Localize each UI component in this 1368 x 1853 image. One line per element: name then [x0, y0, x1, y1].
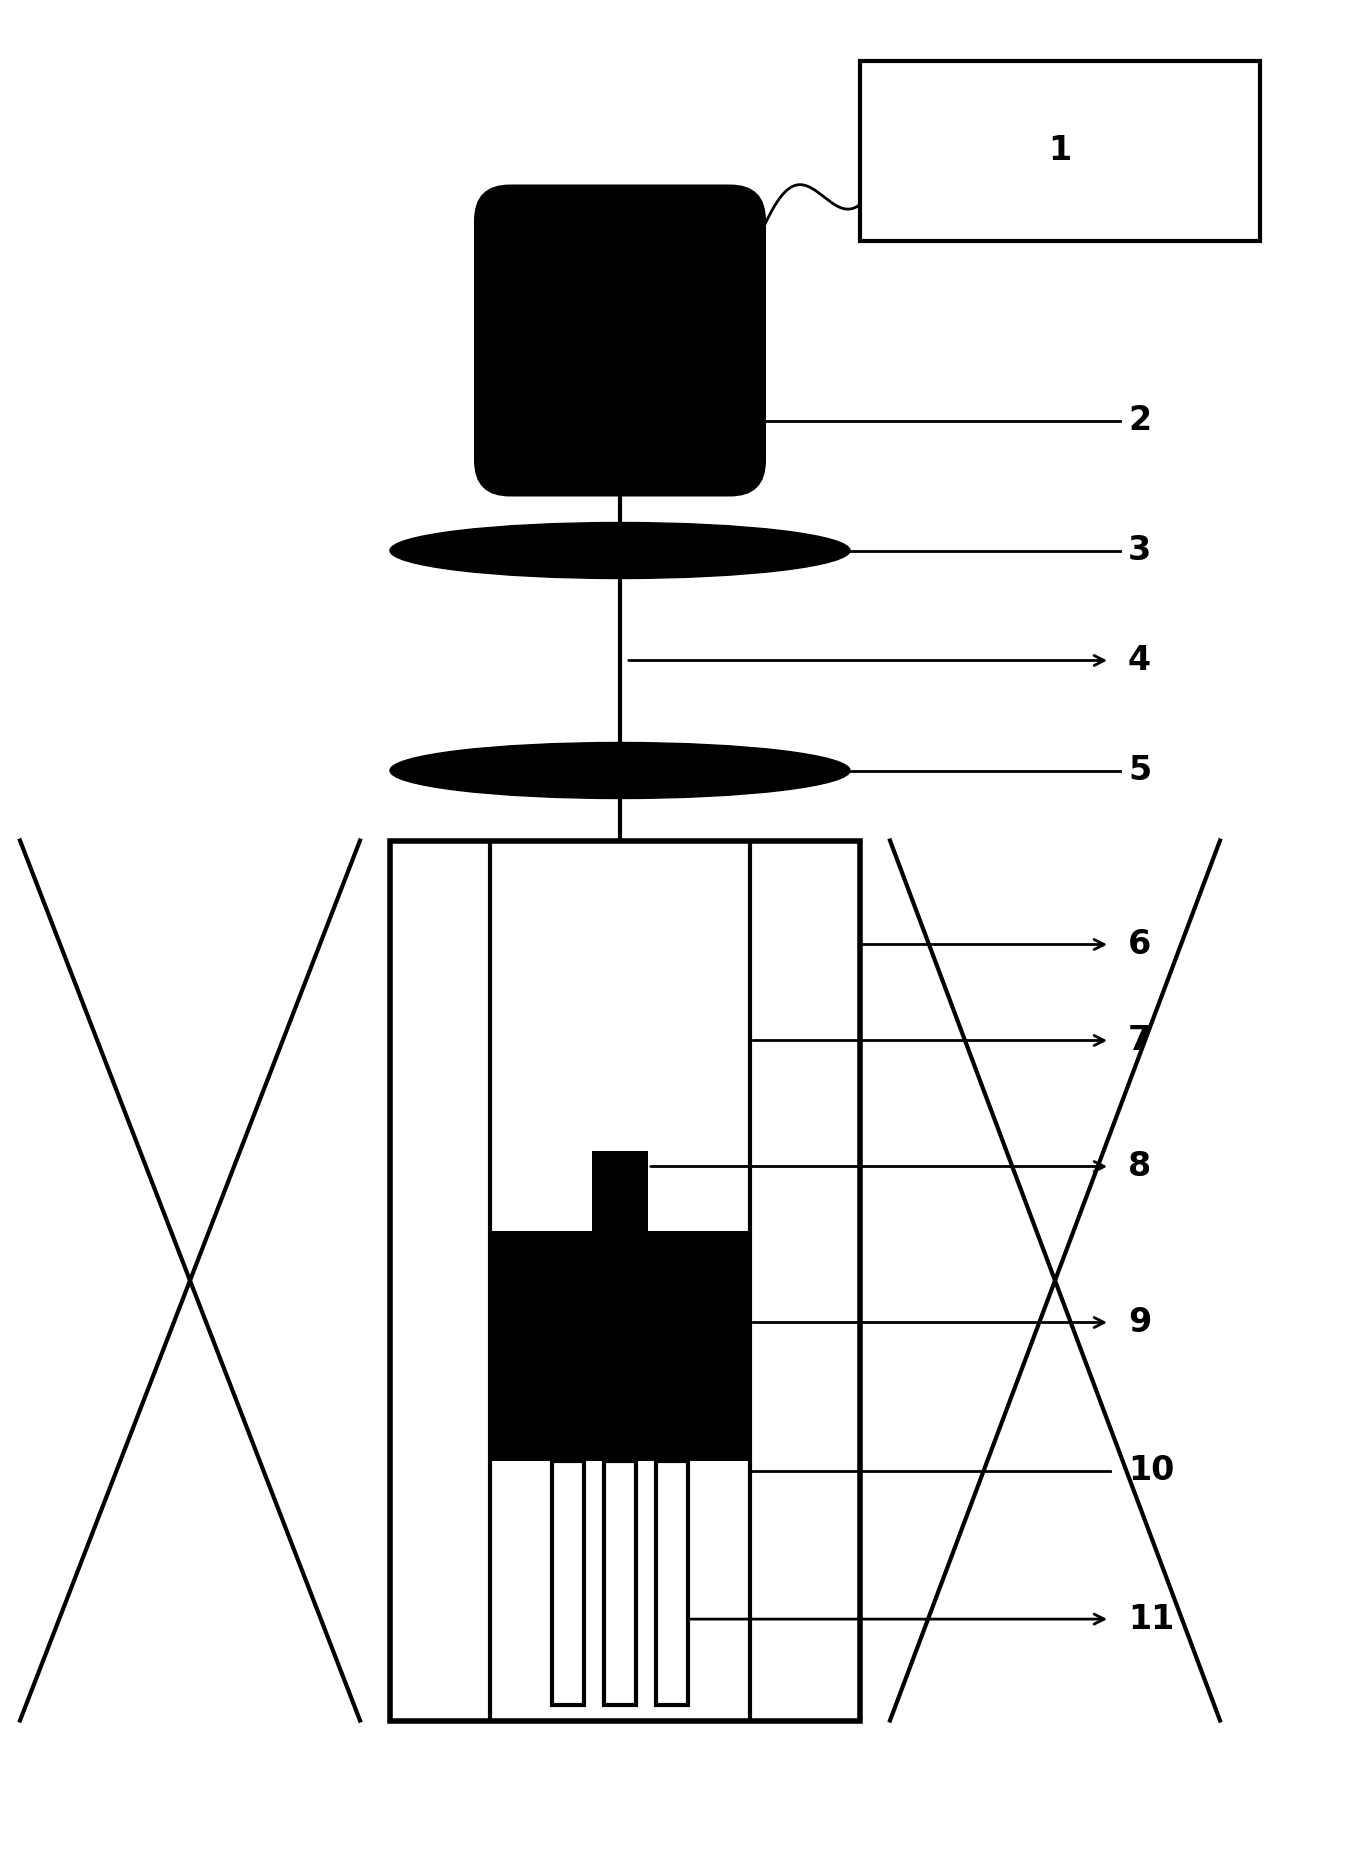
Bar — [605, 1460, 636, 1705]
Bar — [390, 841, 860, 1720]
Text: 9: 9 — [1129, 1306, 1152, 1340]
Bar — [592, 1151, 648, 1230]
Text: 8: 8 — [1129, 1151, 1152, 1182]
Text: 10: 10 — [1129, 1455, 1174, 1486]
Text: 7: 7 — [1129, 1025, 1152, 1056]
Text: 2: 2 — [1129, 404, 1150, 437]
Bar — [860, 61, 1260, 241]
Bar — [553, 1460, 584, 1705]
Bar — [657, 1460, 688, 1705]
Text: 6: 6 — [1129, 928, 1152, 962]
Text: 4: 4 — [1129, 645, 1150, 676]
Text: 5: 5 — [1129, 754, 1152, 788]
Text: 3: 3 — [1129, 534, 1152, 567]
Bar — [490, 1230, 750, 1460]
Ellipse shape — [390, 743, 850, 799]
Text: 1: 1 — [1048, 133, 1071, 167]
FancyBboxPatch shape — [473, 185, 766, 497]
Ellipse shape — [390, 523, 850, 578]
Text: 11: 11 — [1129, 1603, 1174, 1636]
